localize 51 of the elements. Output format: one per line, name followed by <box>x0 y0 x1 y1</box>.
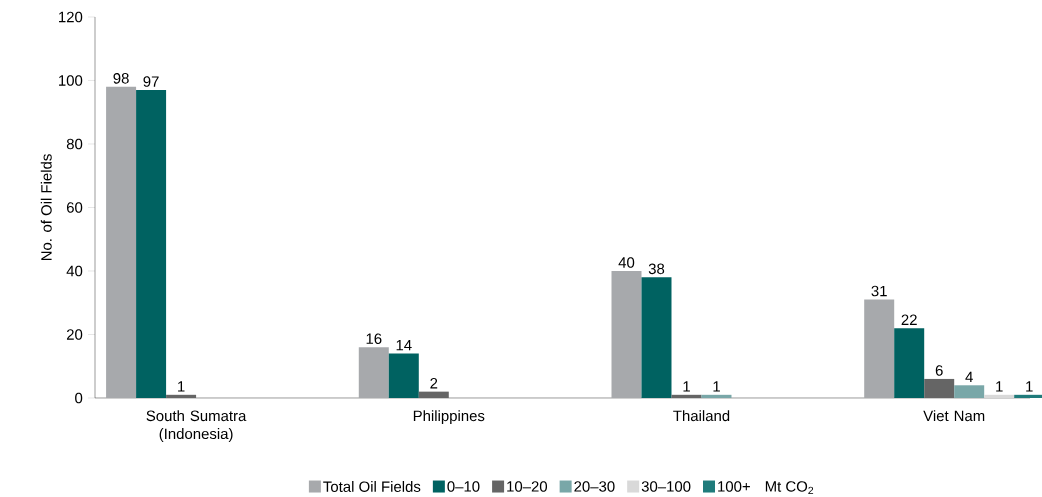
data-label: 1 <box>1026 381 1033 392</box>
legend-label: 100+ <box>718 481 750 492</box>
y-tick-label: 80 <box>66 138 83 150</box>
legend-label: 30–100 <box>641 481 691 492</box>
bar <box>701 394 732 398</box>
bar <box>1014 394 1042 398</box>
y-tick-label: 40 <box>66 265 83 277</box>
y-tick-label: 100 <box>59 75 83 86</box>
bar <box>388 353 419 398</box>
bar <box>984 394 1015 398</box>
bar <box>136 90 167 398</box>
x-tick-label: Philippines <box>413 410 485 425</box>
data-label: 16 <box>366 333 382 344</box>
data-label: 1 <box>683 381 690 392</box>
data-label: 6 <box>935 365 943 376</box>
legend-label: 10–20 <box>507 481 548 492</box>
y-axis-title: No. of Oil Fields <box>40 154 52 261</box>
legend-label: 0–10 <box>447 481 480 492</box>
data-label: 40 <box>618 257 635 268</box>
bar <box>864 299 895 398</box>
y-tick-label: 120 <box>59 11 83 23</box>
bar <box>924 378 955 398</box>
y-tick-label: 0 <box>75 392 83 404</box>
data-label: 1 <box>713 381 720 392</box>
y-tick-label: 20 <box>66 329 83 340</box>
bar <box>641 277 672 398</box>
bar <box>954 385 985 398</box>
data-label: 2 <box>430 378 438 389</box>
x-tick-label: Viet Nam <box>923 410 985 422</box>
bar <box>358 347 389 398</box>
x-tick-label: Thailand <box>673 410 730 422</box>
bar <box>671 394 702 398</box>
data-label: 31 <box>871 285 887 297</box>
data-label: 4 <box>965 371 973 383</box>
data-label: 1 <box>178 381 185 392</box>
data-label: 1 <box>996 381 1003 392</box>
bar <box>166 394 197 398</box>
data-label: 22 <box>901 314 917 325</box>
y-tick-label: 60 <box>66 202 83 213</box>
legend-title: Mt CO$_{2}$ <box>765 481 814 494</box>
x-tick-label: South Sumatra (Indonesia) <box>146 410 247 443</box>
bar <box>894 328 925 398</box>
bar <box>106 86 137 398</box>
data-label: 97 <box>143 76 159 87</box>
legend-label: Total Oil Fields <box>323 480 421 492</box>
bar <box>611 270 642 398</box>
data-label: 14 <box>396 340 412 351</box>
data-label: 98 <box>113 73 129 84</box>
bar <box>418 391 449 398</box>
legend-label: 20–30 <box>574 481 615 492</box>
data-label: 38 <box>648 263 665 275</box>
